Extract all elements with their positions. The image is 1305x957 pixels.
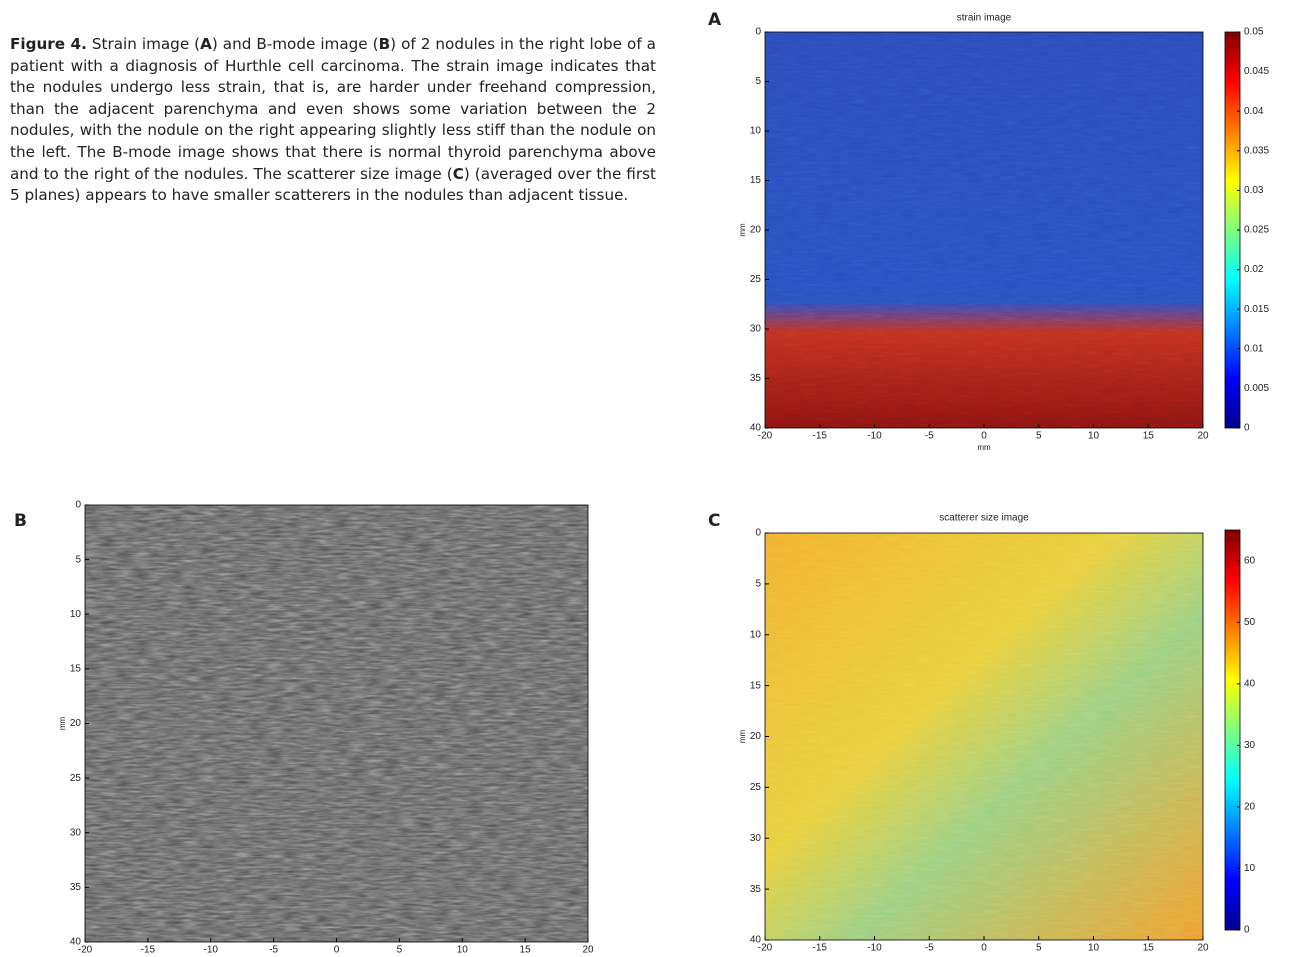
x-tick-label: 15 bbox=[520, 945, 532, 956]
colorbar-tick-label: 60 bbox=[1244, 555, 1256, 566]
caption-bold: C bbox=[452, 164, 464, 183]
x-tick-label: 10 bbox=[1088, 431, 1100, 442]
x-tick-label: 20 bbox=[1197, 943, 1209, 954]
colorbar-tick-label: 20 bbox=[1244, 802, 1256, 813]
x-axis-label: mm bbox=[977, 443, 991, 452]
y-axis-label: mm bbox=[58, 717, 67, 731]
x-tick-label: -5 bbox=[925, 943, 934, 954]
x-tick-label: -20 bbox=[78, 945, 93, 956]
y-tick-label: 35 bbox=[750, 373, 762, 384]
caption-text: ) (averaged over the first 5 planes) app… bbox=[10, 164, 656, 205]
y-axis-label: mm bbox=[738, 730, 747, 744]
y-tick-label: 15 bbox=[750, 175, 762, 186]
y-tick-label: 25 bbox=[70, 773, 82, 784]
y-tick-label: 40 bbox=[750, 935, 762, 946]
x-tick-label: 15 bbox=[1143, 943, 1155, 954]
colorbar-tick-label: 0.05 bbox=[1244, 27, 1264, 38]
x-tick-label: -10 bbox=[204, 945, 219, 956]
x-tick-label: 5 bbox=[397, 945, 403, 956]
panel-label: A bbox=[708, 10, 722, 30]
y-tick-label: 0 bbox=[755, 528, 761, 539]
colorbar-tick-label: 0.02 bbox=[1244, 264, 1264, 275]
x-tick-label: 10 bbox=[1088, 943, 1100, 954]
y-tick-label: 10 bbox=[750, 126, 762, 137]
colorbar-tick-label: 0.04 bbox=[1244, 106, 1264, 117]
x-tick-label: -10 bbox=[867, 431, 882, 442]
caption-text: Strain image ( bbox=[86, 35, 201, 53]
image-texture bbox=[765, 32, 1203, 428]
y-tick-label: 5 bbox=[755, 579, 761, 590]
caption-bold: B bbox=[378, 35, 391, 53]
caption-bold: Figure 4. bbox=[10, 35, 87, 53]
colorbar-tick-label: 0 bbox=[1244, 423, 1250, 434]
y-tick-label: 15 bbox=[750, 680, 762, 691]
panel-label: C bbox=[708, 511, 720, 531]
y-axis-label: mm bbox=[738, 223, 747, 237]
y-tick-label: 30 bbox=[750, 324, 762, 335]
x-tick-label: -5 bbox=[925, 431, 934, 442]
colorbar-tick-label: 10 bbox=[1244, 863, 1256, 874]
x-axis-label: mm bbox=[977, 955, 991, 957]
x-tick-label: 10 bbox=[457, 945, 469, 956]
colorbar-tick-label: 0.025 bbox=[1244, 225, 1269, 236]
x-tick-label: 20 bbox=[582, 945, 594, 956]
colorbar-tick-label: 0.035 bbox=[1244, 145, 1269, 156]
y-tick-label: 10 bbox=[750, 629, 762, 640]
image-texture bbox=[85, 505, 588, 942]
y-tick-label: 15 bbox=[70, 664, 82, 675]
y-tick-label: 20 bbox=[750, 225, 762, 236]
y-tick-label: 10 bbox=[70, 609, 82, 620]
y-tick-label: 20 bbox=[70, 718, 82, 729]
panel-title: scatterer size image bbox=[939, 513, 1029, 524]
colorbar-tick-label: 0.015 bbox=[1244, 304, 1269, 315]
y-tick-label: 5 bbox=[755, 76, 761, 87]
y-tick-label: 30 bbox=[70, 827, 82, 838]
x-tick-label: -15 bbox=[813, 431, 828, 442]
x-tick-label: -10 bbox=[867, 943, 882, 954]
colorbar-tick-label: 0.03 bbox=[1244, 185, 1264, 196]
x-tick-label: -15 bbox=[813, 943, 828, 954]
x-tick-label: -20 bbox=[758, 943, 773, 954]
y-tick-label: 0 bbox=[755, 27, 761, 38]
y-tick-label: 40 bbox=[750, 423, 762, 434]
x-tick-label: 20 bbox=[1197, 431, 1209, 442]
x-tick-label: 0 bbox=[334, 945, 340, 956]
y-tick-label: 0 bbox=[75, 500, 81, 511]
x-tick-label: 15 bbox=[1143, 431, 1155, 442]
image-texture bbox=[765, 533, 1203, 940]
y-tick-label: 40 bbox=[70, 937, 82, 948]
colorbar-tick-label: 0 bbox=[1244, 925, 1250, 936]
x-tick-label: -5 bbox=[269, 945, 278, 956]
x-tick-label: 0 bbox=[981, 431, 987, 442]
colorbar-tick-label: 0.045 bbox=[1244, 66, 1269, 77]
colorbar-tick-label: 40 bbox=[1244, 678, 1256, 689]
caption-text: ) and B-mode image ( bbox=[211, 35, 379, 53]
x-tick-label: 5 bbox=[1036, 431, 1042, 442]
x-tick-label: 0 bbox=[981, 943, 987, 954]
y-tick-label: 35 bbox=[70, 882, 82, 893]
colorbar-tick-label: 0.01 bbox=[1244, 343, 1264, 354]
caption-text: ) of 2 nodules in the right lobe of a pa… bbox=[10, 35, 656, 183]
figure-caption: Figure 4. Strain image (A) and B-mode im… bbox=[10, 34, 656, 207]
panel-title: strain image bbox=[957, 13, 1012, 24]
colorbar bbox=[1224, 529, 1241, 931]
colorbar-tick-label: 0.005 bbox=[1244, 383, 1269, 394]
caption-bold: A bbox=[200, 35, 212, 53]
panel-label: B bbox=[14, 511, 27, 531]
y-tick-label: 5 bbox=[75, 554, 81, 565]
x-tick-label: -15 bbox=[141, 945, 156, 956]
y-tick-label: 25 bbox=[750, 782, 762, 793]
y-tick-label: 20 bbox=[750, 731, 762, 742]
y-tick-label: 30 bbox=[750, 833, 762, 844]
colorbar-tick-label: 30 bbox=[1244, 740, 1256, 751]
y-tick-label: 25 bbox=[750, 274, 762, 285]
y-tick-label: 35 bbox=[750, 884, 762, 895]
x-tick-label: -20 bbox=[758, 431, 773, 442]
colorbar-tick-label: 50 bbox=[1244, 617, 1256, 628]
x-tick-label: 5 bbox=[1036, 943, 1042, 954]
